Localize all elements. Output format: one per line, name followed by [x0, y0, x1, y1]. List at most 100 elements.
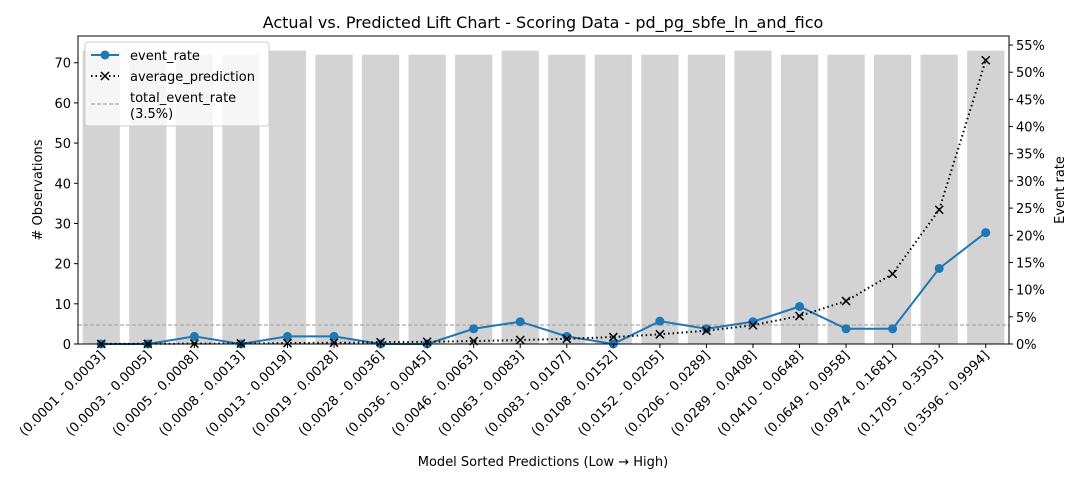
- y2-tick-label: 45%: [1016, 93, 1045, 108]
- x-tick-label: (0.0001 - 0.0003]: [17, 348, 108, 439]
- observation-bar: [687, 54, 726, 344]
- observation-bar: [920, 54, 958, 344]
- x-tick-label: (0.0028 - 0.0036]: [296, 348, 387, 439]
- legend: event_rate average_prediction total_even…: [84, 41, 270, 127]
- x-tick-label: (0.0974 - 0.1681]: [808, 348, 899, 439]
- plot-frame: [77, 35, 1010, 345]
- y2-tick-label: 20%: [1016, 229, 1045, 244]
- event-rate-point: [189, 331, 199, 341]
- y-tick-label: 20: [54, 258, 71, 273]
- event-rate-point: [515, 317, 525, 327]
- x-tick-label: (0.0008 - 0.0013]: [156, 348, 247, 439]
- y2-tick-label: 50%: [1016, 66, 1045, 81]
- observation-bar: [827, 54, 865, 344]
- legend-event-rate-marker: [100, 50, 110, 60]
- average-prediction-point: [655, 329, 665, 339]
- x-tick-label: (0.0063 - 0.0083]: [436, 348, 527, 439]
- left-y-axis: 0 10 20 30 40 50 60 70: [54, 57, 78, 353]
- average-prediction-point: [376, 337, 386, 347]
- average-prediction-point: [236, 338, 246, 348]
- y-tick-label: 70: [54, 57, 71, 72]
- average-prediction-point: [841, 296, 851, 306]
- observation-bar: [780, 54, 819, 344]
- x-tick-label: (0.0013 - 0.0019]: [203, 348, 294, 439]
- y-tick-label: 40: [54, 177, 71, 192]
- y2-tick-label: 0%: [1016, 338, 1037, 353]
- y2-tick-label: 40%: [1016, 121, 1045, 136]
- event-rate-point: [562, 331, 572, 341]
- x-tick-label: (0.0108 - 0.0152]: [529, 348, 620, 439]
- observation-bar: [874, 54, 912, 344]
- average-prediction-line: [101, 59, 987, 345]
- y2-tick-label: 5%: [1016, 311, 1037, 326]
- event-rate-point: [934, 263, 944, 273]
- x-tick-label: (0.0083 - 0.0107]: [482, 348, 573, 439]
- observation-bar: [268, 50, 307, 345]
- y2-tick-label: 25%: [1016, 202, 1045, 217]
- x-tick-label: (0.0005 - 0.0008]: [110, 348, 201, 439]
- average-prediction-point: [515, 335, 525, 345]
- series-group: [96, 55, 991, 349]
- event-rate-point: [655, 316, 665, 326]
- chart-title: Actual vs. Predicted Lift Chart - Scorin…: [263, 13, 824, 33]
- x-tick-label: (0.0003 - 0.0005]: [63, 348, 154, 439]
- legend-box: [84, 41, 270, 127]
- y-axis-label: # Observations: [31, 139, 46, 240]
- average-prediction-point: [282, 338, 293, 348]
- x-tick-label: (0.0289 - 0.0408]: [669, 348, 760, 439]
- legend-total-event-rate-label: total_event_rate: [130, 91, 236, 106]
- observation-bar: [501, 50, 539, 345]
- x-axis-label: Model Sorted Predictions (Low → High): [418, 455, 668, 470]
- average-prediction-point: [934, 205, 944, 215]
- average-prediction-point: [794, 311, 805, 321]
- y2-tick-label: 10%: [1016, 284, 1045, 299]
- y-tick-label: 50: [54, 137, 71, 152]
- x-tick-label: (0.0206 - 0.0289]: [622, 348, 713, 439]
- average-prediction-point: [608, 332, 618, 342]
- y-tick-label: 0: [63, 338, 71, 353]
- event-rate-point: [795, 301, 805, 311]
- y2-tick-label: 30%: [1016, 175, 1045, 190]
- y-tick-label: 10: [54, 298, 71, 313]
- event-rate-point: [701, 324, 711, 334]
- legend-average-prediction-label: average_prediction: [130, 70, 255, 85]
- y-tick-label: 30: [54, 217, 71, 232]
- right-y-axis: 0% 5% 10% 15% 20% 25% 30% 35% 40% 45% 50% 55%: [1009, 39, 1045, 353]
- x-tick-label: (0.0649 - 0.0958]: [762, 348, 853, 439]
- observation-bar: [641, 54, 679, 344]
- y-tick-label: 60: [54, 97, 71, 112]
- x-tick-label: (0.0019 - 0.0028]: [250, 348, 341, 439]
- event-rate-point: [329, 331, 339, 341]
- x-tick-label: (0.0152 - 0.0205]: [575, 348, 666, 439]
- observation-bar: [315, 54, 353, 344]
- event-rate-point: [469, 324, 479, 334]
- observation-bar: [967, 50, 1005, 345]
- event-rate-point: [888, 324, 898, 334]
- x-tick-label: (0.1705 - 0.3503]: [855, 348, 946, 439]
- observation-bar: [455, 54, 493, 344]
- average-prediction-point: [701, 326, 711, 336]
- average-prediction-point: [562, 334, 572, 344]
- average-prediction-point: [748, 320, 758, 330]
- y2-axis-label: Event rate: [1053, 156, 1068, 224]
- average-prediction-point: [888, 269, 898, 279]
- event-rate-line: [101, 231, 987, 346]
- event-rate-point: [841, 324, 851, 334]
- x-axis: (0.0001 - 0.0003](0.0003 - 0.0005](0.000…: [17, 344, 993, 439]
- y2-tick-label: 15%: [1016, 256, 1045, 271]
- x-tick-label: (0.3596 - 0.9994]: [901, 348, 992, 439]
- observation-bar: [361, 54, 400, 344]
- observation-bar: [548, 54, 586, 344]
- x-tick-label: (0.0046 - 0.0063]: [389, 348, 480, 439]
- average-prediction-point: [329, 338, 339, 348]
- x-tick-label: (0.0410 - 0.0648]: [715, 348, 806, 439]
- observation-bar: [594, 54, 632, 344]
- legend-event-rate-label: event_rate: [130, 49, 200, 64]
- event-rate-point: [282, 331, 292, 341]
- legend-average-prediction-marker: [100, 71, 110, 81]
- observation-bar: [734, 50, 772, 345]
- event-rate-point: [981, 228, 991, 238]
- average-prediction-point: [981, 55, 991, 65]
- x-tick-label: (0.0036 - 0.0045]: [343, 348, 434, 439]
